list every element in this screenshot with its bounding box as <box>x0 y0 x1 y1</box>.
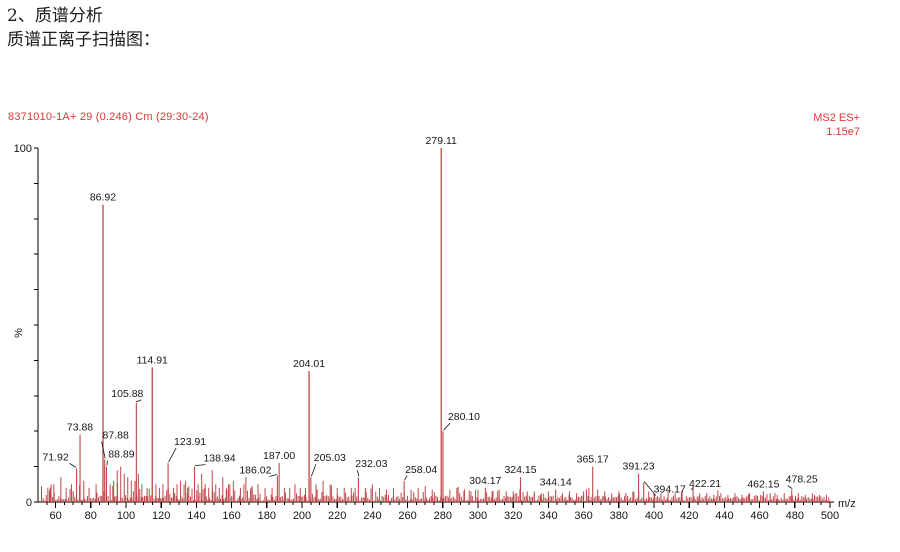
peak-label: 304.17 <box>469 475 501 487</box>
peak-label: 73.88 <box>67 422 93 434</box>
x-tick-label: 260 <box>398 510 416 522</box>
x-tick-label: 480 <box>786 510 804 522</box>
x-tick-label: 400 <box>645 510 663 522</box>
peak-label: 205.03 <box>314 452 346 464</box>
peak-label: 324.15 <box>504 464 536 476</box>
x-tick-label: 440 <box>715 510 733 522</box>
peak-label-leader <box>643 481 657 496</box>
peak-label-leader <box>269 474 277 477</box>
x-tick-label: 360 <box>574 510 592 522</box>
x-tick-label: 220 <box>328 510 346 522</box>
peak-label: 478.25 <box>786 474 818 486</box>
peak-label-leader <box>194 464 206 466</box>
peak-label: 204.01 <box>293 358 325 370</box>
y-max-label: 100 <box>14 143 32 155</box>
scan-info-label: 8371010-1A+ 29 (0.246) Cm (29:30-24) <box>8 111 209 123</box>
x-axis-unit: m/z <box>838 498 856 510</box>
peak-label-leader <box>106 460 108 466</box>
x-tick-label: 460 <box>750 510 768 522</box>
peak-label: 279.11 <box>426 135 457 147</box>
x-tick-label: 180 <box>258 510 276 522</box>
section-heading: 2、质谱分析 <box>7 6 103 26</box>
peak-label-leader <box>135 399 142 403</box>
peak-label: 462.15 <box>747 478 779 490</box>
peak-label-leader <box>787 485 793 489</box>
peak-label: 258.04 <box>405 464 437 476</box>
peak-label-leader <box>310 464 317 477</box>
peak-label: 71.92 <box>42 451 68 463</box>
peak-label: 114.91 <box>137 354 168 366</box>
peak-label: 123.91 <box>174 436 206 448</box>
x-tick-label: 500 <box>821 510 839 522</box>
peak-label: 138.94 <box>203 453 235 465</box>
peak-label: 232.03 <box>355 458 387 470</box>
peak-label: 394.17 <box>654 484 686 496</box>
peak-label: 86.92 <box>90 192 116 204</box>
peak-label: 280.10 <box>448 411 480 423</box>
x-tick-label: 280 <box>434 510 452 522</box>
peak-label-leader <box>443 422 451 431</box>
x-tick-label: 100 <box>117 510 135 522</box>
peak-label: 344.14 <box>540 477 572 489</box>
peak-label-leader <box>690 486 694 491</box>
x-tick-label: 80 <box>85 510 97 522</box>
peak-label: 87.88 <box>103 430 129 442</box>
figure-caption: 质谱正离子扫描图： <box>7 30 160 50</box>
x-tick-label: 420 <box>680 510 698 522</box>
peak-label: 187.00 <box>263 450 295 462</box>
peak-label-leader <box>101 441 106 459</box>
y-axis-unit: % <box>13 328 25 338</box>
y-min-label: 0 <box>26 497 32 509</box>
peak-label: 105.88 <box>111 388 143 400</box>
peak-label-leader <box>69 463 77 468</box>
x-tick-label: 120 <box>152 510 170 522</box>
x-tick-label: 340 <box>539 510 557 522</box>
peak-label: 365.17 <box>577 454 609 466</box>
acquisition-mode-label: MS2 ES+ <box>813 112 860 124</box>
peak-label: 391.23 <box>623 461 655 473</box>
peak-label-leader <box>168 447 177 463</box>
peak-label-leader <box>404 475 408 480</box>
x-tick-label: 200 <box>293 510 311 522</box>
x-tick-label: 300 <box>469 510 487 522</box>
peak-label: 186.02 <box>239 464 271 476</box>
x-tick-label: 140 <box>187 510 205 522</box>
peak-label-leader <box>356 470 360 477</box>
x-tick-label: 240 <box>363 510 381 522</box>
intensity-scale-label: 1.15e7 <box>826 126 860 138</box>
x-tick-label: 380 <box>610 510 628 522</box>
acquisition-header: MS2 ES+ 1.15e7 <box>813 111 860 139</box>
x-tick-label: 160 <box>222 510 240 522</box>
x-tick-label: 320 <box>504 510 522 522</box>
peak-label: 88.89 <box>108 449 134 461</box>
x-tick-label: 60 <box>49 510 61 522</box>
peak-label: 422.21 <box>689 478 721 490</box>
